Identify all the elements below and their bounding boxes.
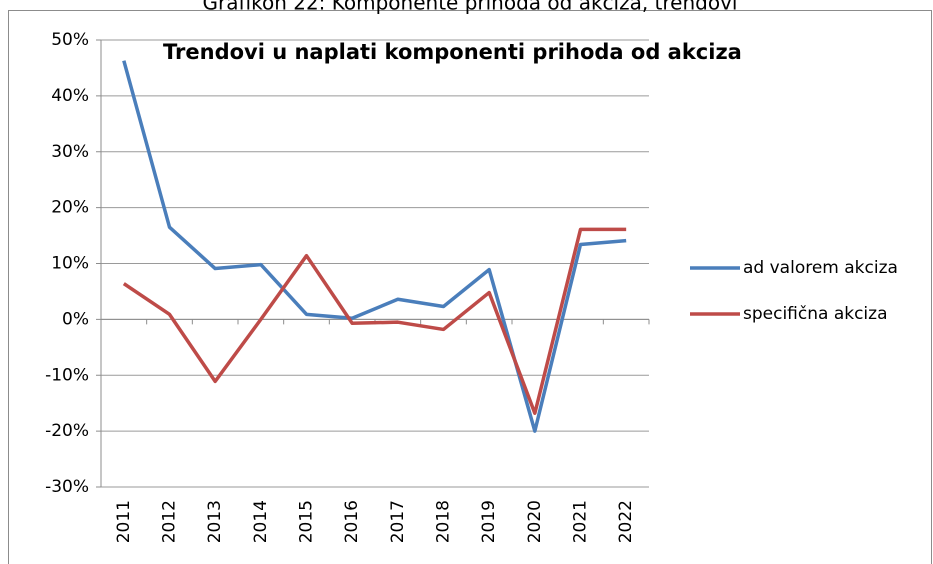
- x-tick-label: 2022: [616, 500, 636, 543]
- y-tick-label: 20%: [51, 198, 89, 218]
- chart-caption: Grafikon 22: Komponente prihoda od akciz…: [203, 0, 738, 15]
- legend-label: specifična akciza: [743, 304, 888, 324]
- x-tick-label: 2011: [114, 500, 134, 543]
- x-tick-label: 2016: [342, 500, 362, 543]
- y-tick-label: 40%: [51, 86, 89, 106]
- chart-title: Trendovi u naplati komponenti prihoda od…: [163, 40, 742, 64]
- x-tick-label: 2015: [297, 500, 317, 543]
- y-tick-label: -10%: [45, 365, 89, 385]
- x-tick-label: 2014: [251, 500, 271, 543]
- data-line: [122, 60, 627, 433]
- x-tick-label: 2012: [160, 500, 180, 543]
- chart-frame: [8, 10, 932, 564]
- data-line: [122, 227, 627, 415]
- y-tick-label: 10%: [51, 254, 89, 274]
- y-tick-label: -30%: [45, 477, 89, 497]
- x-tick-label: 2013: [205, 500, 225, 543]
- x-tick-label: 2019: [479, 500, 499, 543]
- y-tick-label: 30%: [51, 142, 89, 162]
- y-tick-label: -20%: [45, 421, 89, 441]
- legend-label: ad valorem akciza: [743, 258, 898, 278]
- x-tick-label: 2020: [525, 500, 545, 543]
- x-tick-label: 2018: [434, 500, 454, 543]
- x-tick-label: 2017: [388, 500, 408, 543]
- x-tick-label: 2021: [571, 500, 591, 543]
- y-tick-label: 50%: [51, 30, 89, 50]
- y-tick-label: 0%: [62, 309, 89, 329]
